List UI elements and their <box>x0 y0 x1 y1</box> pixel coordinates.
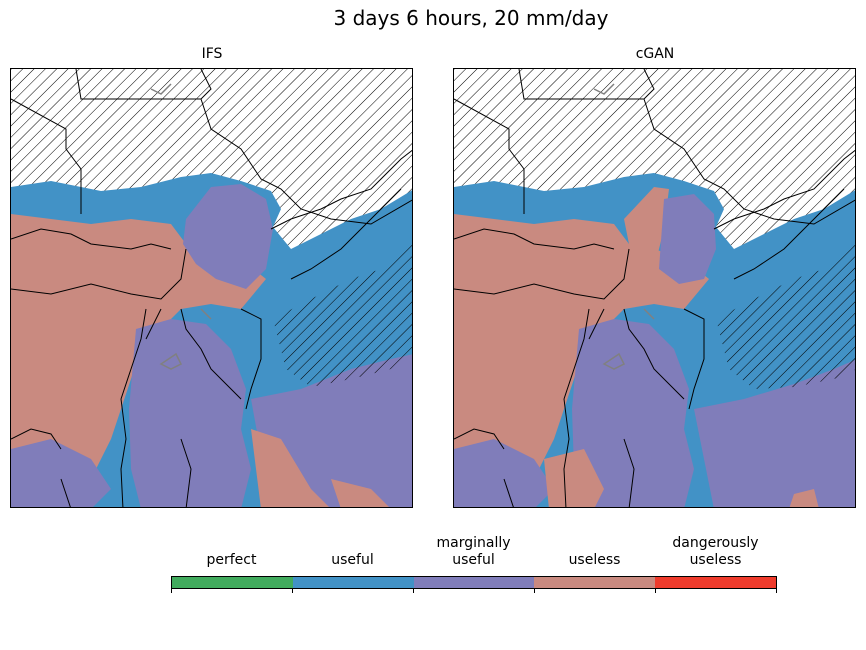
region-marginal-central <box>129 319 251 507</box>
map-ifs-canvas <box>11 69 412 507</box>
region-useless-south <box>251 429 329 507</box>
map-cgan-canvas <box>454 69 855 507</box>
colorbar-tick <box>292 589 293 593</box>
region-marginal-central <box>572 319 694 507</box>
colorbar-segment-useful <box>292 577 414 588</box>
lakes <box>150 83 212 370</box>
panel-title-ifs: IFS <box>201 46 223 62</box>
colorbar-segment-useless <box>534 577 656 588</box>
map-ifs <box>10 68 413 508</box>
region-useless-se <box>789 489 819 507</box>
panel-title-cgan: cGAN <box>635 46 675 62</box>
lakes <box>593 83 655 370</box>
colorbar-segment-perfect <box>172 577 293 588</box>
colorbar <box>171 576 777 589</box>
colorbar-label-perfect: perfect <box>206 552 257 568</box>
region-useless-sse <box>331 479 389 507</box>
no-data-horn <box>716 240 855 389</box>
figure-title: 3 days 6 hours, 20 mm/day <box>333 6 609 30</box>
country-borders <box>454 69 855 507</box>
colorbar-label-useless: useless <box>568 552 621 568</box>
colorbar-label-dangerously-useless: dangerously useless <box>672 535 759 568</box>
region-marginal-north <box>659 194 716 284</box>
region-marginal-sw <box>454 439 554 507</box>
colorbar-tick <box>413 589 414 593</box>
colorbar-segment-dangerously-useless <box>655 577 776 588</box>
region-useless-south <box>544 449 604 507</box>
region-useless-north <box>624 187 669 269</box>
colorbar-tick <box>171 589 172 593</box>
map-cgan <box>453 68 856 508</box>
colorbar-segment-marginally-useful <box>413 577 535 588</box>
country-borders <box>11 69 412 507</box>
colorbar-tick <box>776 589 777 593</box>
colorbar-tick <box>534 589 535 593</box>
no-data-horn <box>273 240 412 387</box>
colorbar-label-useful: useful <box>331 552 374 568</box>
region-marginal-east <box>694 359 855 507</box>
region-marginal-sw <box>11 439 111 507</box>
colorbar-tick <box>655 589 656 593</box>
region-marginal-north <box>183 184 273 289</box>
colorbar-label-marginally-useful: marginally useful <box>436 535 511 568</box>
